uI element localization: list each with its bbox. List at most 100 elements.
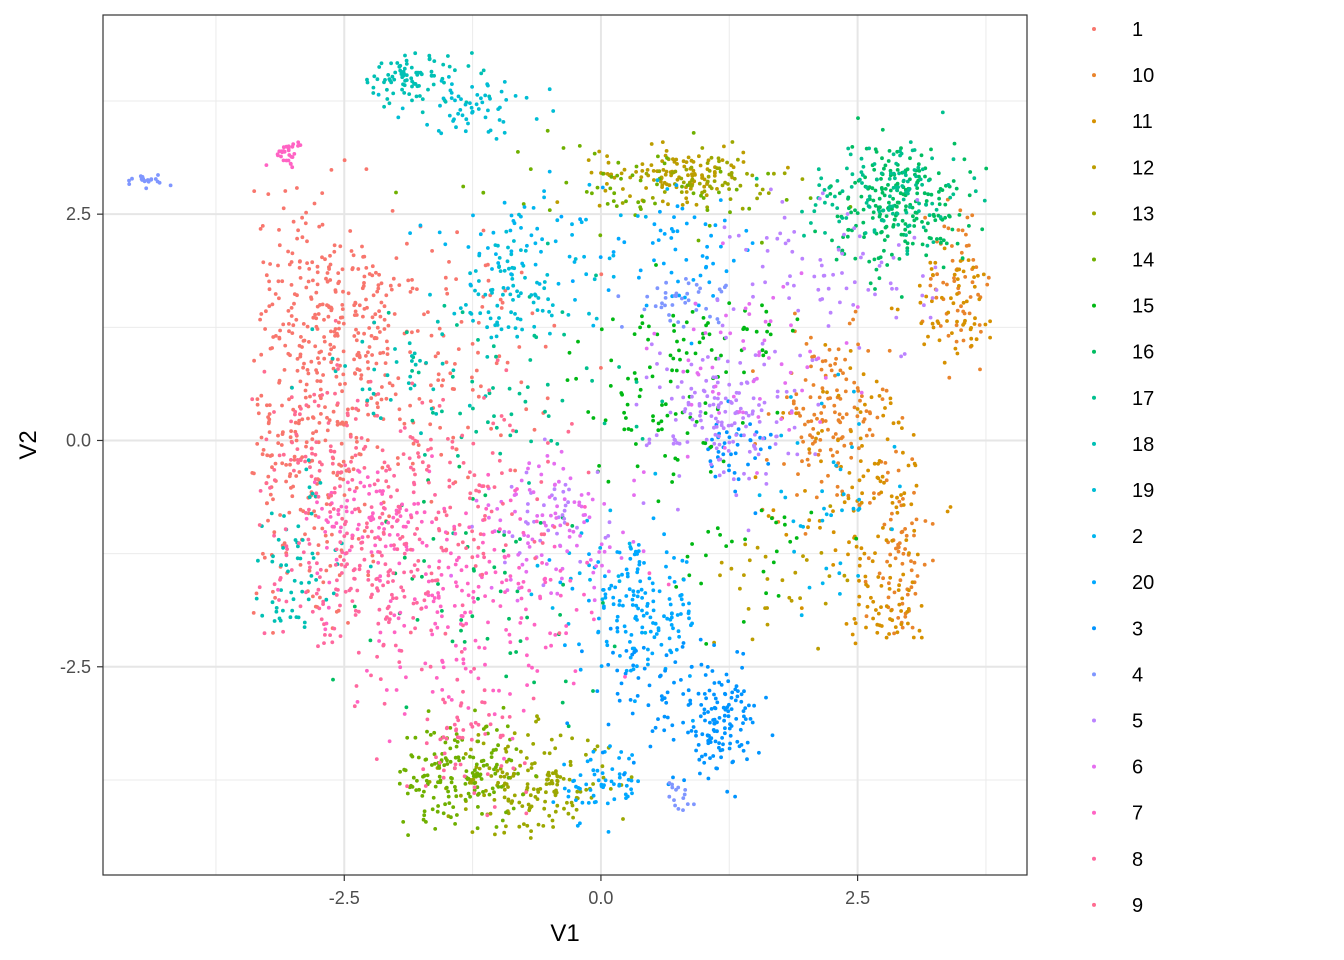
data-point	[459, 97, 463, 101]
data-point	[611, 650, 615, 655]
data-point	[697, 181, 702, 186]
data-point	[923, 174, 927, 179]
data-point	[518, 537, 522, 541]
data-point	[634, 402, 639, 407]
data-point	[895, 204, 899, 209]
data-point	[383, 562, 388, 567]
data-point	[670, 171, 675, 175]
data-point	[508, 498, 513, 503]
data-point	[689, 165, 694, 170]
data-point	[365, 398, 370, 403]
data-point	[504, 229, 509, 234]
data-point	[455, 740, 460, 744]
data-point	[856, 116, 860, 120]
legend-key	[1092, 395, 1096, 400]
data-point	[354, 486, 359, 490]
data-point	[407, 456, 412, 461]
data-point	[747, 476, 751, 481]
data-point	[859, 546, 864, 551]
data-point	[406, 381, 411, 385]
data-point	[660, 199, 665, 204]
data-point	[410, 785, 415, 789]
data-point	[353, 608, 358, 613]
data-point	[663, 172, 668, 177]
data-point	[789, 323, 793, 328]
data-point	[926, 221, 930, 226]
data-point	[691, 191, 696, 196]
data-point	[707, 733, 711, 738]
data-point	[435, 809, 440, 814]
data-point	[786, 451, 791, 456]
data-point	[266, 415, 270, 419]
data-point	[572, 260, 577, 264]
data-point	[512, 731, 517, 736]
data-point	[335, 419, 340, 424]
data-point	[359, 376, 363, 381]
data-point	[451, 435, 456, 440]
data-point	[306, 416, 310, 421]
data-point	[404, 58, 409, 63]
data-point	[824, 566, 829, 571]
data-point	[306, 597, 311, 602]
data-point	[402, 421, 407, 426]
data-point	[519, 226, 523, 230]
data-point	[677, 474, 682, 478]
data-point	[511, 766, 516, 771]
data-point	[958, 259, 963, 263]
data-point	[470, 529, 474, 534]
data-point	[848, 152, 853, 157]
data-point	[846, 228, 850, 232]
data-point	[354, 338, 359, 343]
data-point	[535, 714, 539, 719]
data-point	[383, 361, 388, 365]
data-point	[547, 781, 552, 786]
data-point	[863, 579, 868, 584]
data-point	[529, 293, 534, 297]
data-point	[379, 501, 384, 506]
data-point	[689, 623, 693, 628]
data-point	[277, 243, 282, 248]
data-point	[876, 534, 880, 539]
data-point	[792, 283, 796, 288]
data-point	[376, 286, 381, 291]
data-point	[503, 570, 507, 575]
legend-label: 12	[1132, 157, 1154, 179]
data-point	[400, 535, 405, 539]
data-point	[342, 534, 347, 538]
data-point	[450, 82, 454, 86]
data-point	[374, 489, 379, 494]
data-point	[270, 465, 274, 470]
data-point	[284, 553, 289, 558]
data-point	[684, 160, 689, 165]
data-point	[940, 295, 944, 300]
data-point	[456, 347, 461, 351]
data-point	[442, 768, 446, 773]
data-point	[668, 617, 673, 622]
data-point	[864, 614, 869, 619]
data-point	[302, 361, 306, 366]
data-point	[561, 489, 566, 494]
data-point	[723, 731, 727, 736]
data-point	[292, 578, 297, 583]
data-point	[899, 530, 904, 535]
data-point	[701, 388, 706, 393]
data-point	[619, 171, 624, 176]
data-point	[881, 526, 885, 530]
data-point	[316, 543, 321, 547]
data-point	[539, 532, 544, 537]
data-point	[384, 688, 389, 692]
data-point	[304, 516, 309, 521]
data-point	[663, 296, 668, 300]
data-point	[942, 224, 947, 229]
data-point	[830, 202, 835, 207]
data-point	[508, 577, 513, 582]
data-point	[313, 344, 318, 349]
data-point	[441, 397, 445, 402]
data-point	[338, 540, 343, 545]
data-point	[707, 280, 712, 285]
data-point	[959, 250, 964, 255]
data-point	[504, 368, 509, 373]
data-point	[463, 129, 468, 134]
data-point	[872, 230, 877, 234]
data-point	[510, 736, 515, 741]
